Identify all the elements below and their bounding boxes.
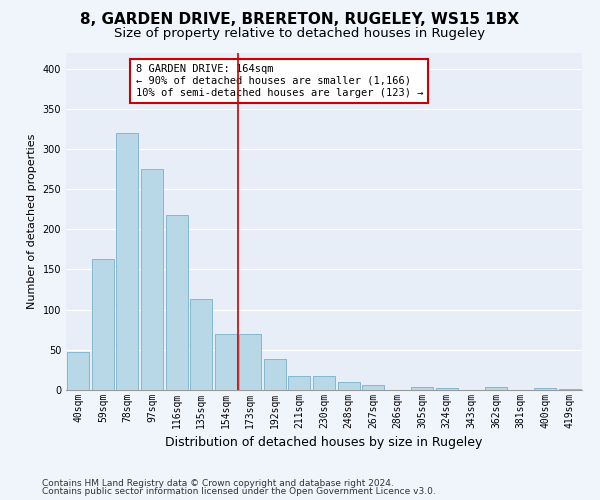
Bar: [264, 360, 286, 390]
Bar: [166, 215, 188, 390]
Bar: [92, 259, 114, 390]
Bar: [67, 352, 89, 390]
Bar: [411, 387, 433, 390]
Bar: [534, 388, 556, 390]
Bar: [362, 385, 384, 390]
Bar: [485, 387, 507, 390]
Bar: [436, 388, 458, 390]
Y-axis label: Number of detached properties: Number of detached properties: [27, 134, 37, 309]
X-axis label: Distribution of detached houses by size in Rugeley: Distribution of detached houses by size …: [166, 436, 482, 450]
Text: Contains public sector information licensed under the Open Government Licence v3: Contains public sector information licen…: [42, 487, 436, 496]
Text: 8 GARDEN DRIVE: 164sqm
← 90% of detached houses are smaller (1,166)
10% of semi-: 8 GARDEN DRIVE: 164sqm ← 90% of detached…: [136, 64, 423, 98]
Bar: [116, 133, 139, 390]
Text: Contains HM Land Registry data © Crown copyright and database right 2024.: Contains HM Land Registry data © Crown c…: [42, 478, 394, 488]
Bar: [239, 334, 262, 390]
Bar: [141, 169, 163, 390]
Text: 8, GARDEN DRIVE, BRERETON, RUGELEY, WS15 1BX: 8, GARDEN DRIVE, BRERETON, RUGELEY, WS15…: [80, 12, 520, 28]
Bar: [313, 376, 335, 390]
Bar: [559, 389, 581, 390]
Text: Size of property relative to detached houses in Rugeley: Size of property relative to detached ho…: [115, 28, 485, 40]
Bar: [338, 382, 359, 390]
Bar: [215, 334, 237, 390]
Bar: [190, 299, 212, 390]
Bar: [289, 376, 310, 390]
